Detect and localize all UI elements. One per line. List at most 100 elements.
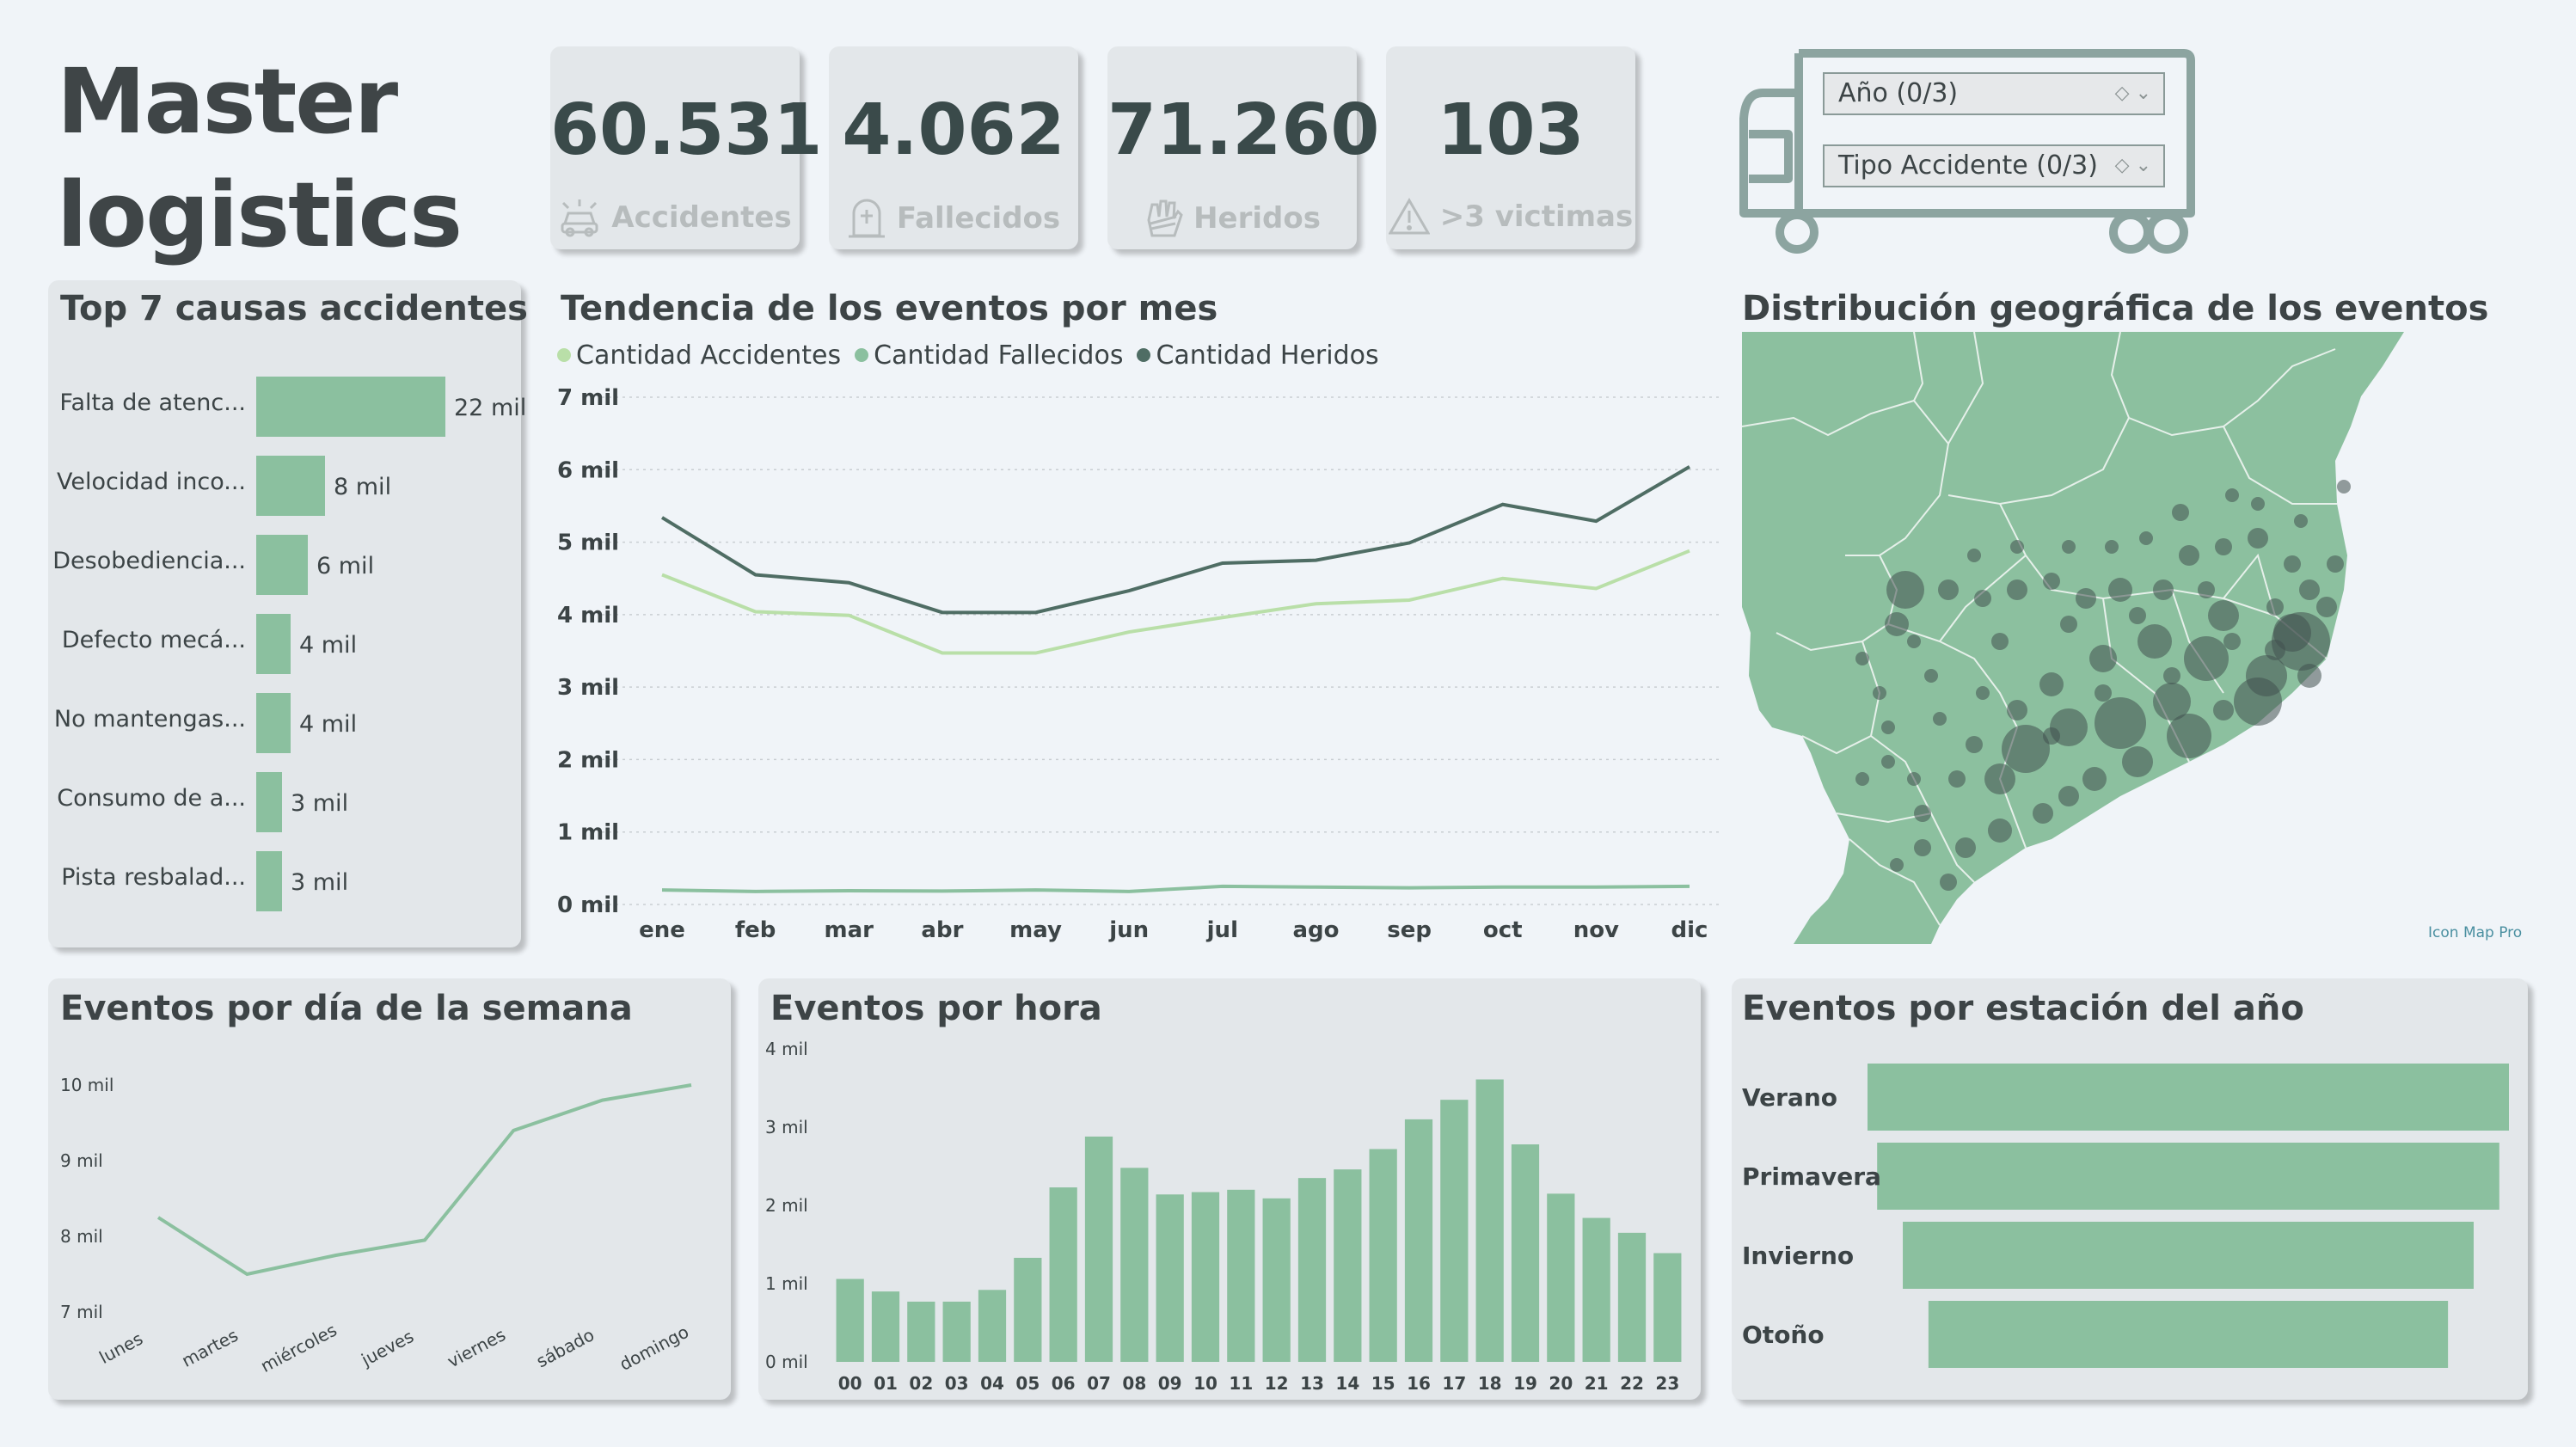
map-bubble[interactable]: [2284, 555, 2301, 573]
map-bubble[interactable]: [2122, 746, 2153, 777]
cause-bar[interactable]: [256, 851, 282, 911]
map-bubble[interactable]: [1907, 772, 1921, 786]
map-bubble[interactable]: [2167, 714, 2211, 758]
map-bubble[interactable]: [2043, 727, 2060, 745]
cause-bar[interactable]: [256, 772, 282, 832]
legend-item-heridos[interactable]: Cantidad Heridos: [1137, 340, 1379, 371]
season-bar[interactable]: [1903, 1222, 2474, 1289]
hour-bar[interactable]: [1262, 1198, 1291, 1362]
hour-bar[interactable]: [1653, 1253, 1682, 1362]
hour-bar[interactable]: [1049, 1187, 1077, 1362]
map-bubble[interactable]: [2060, 616, 2077, 633]
hour-bar[interactable]: [871, 1291, 900, 1362]
hour-bar[interactable]: [1084, 1136, 1113, 1362]
map-bubble[interactable]: [1933, 712, 1947, 726]
hour-bar[interactable]: [907, 1301, 935, 1362]
hour-bar[interactable]: [1014, 1257, 1042, 1362]
map-bubble[interactable]: [2251, 497, 2265, 511]
map-bubble[interactable]: [2002, 725, 2050, 773]
trend-series-line[interactable]: [661, 884, 1690, 893]
eraser-icon[interactable]: ◇: [2114, 155, 2130, 176]
hour-bar[interactable]: [942, 1301, 971, 1362]
hour-bar[interactable]: [978, 1290, 1007, 1362]
map-bubble[interactable]: [2225, 488, 2239, 502]
map-bubble[interactable]: [2223, 633, 2241, 650]
map-bubble[interactable]: [1914, 805, 1931, 822]
map-bubble[interactable]: [2076, 588, 2096, 609]
map-bubble[interactable]: [2272, 612, 2330, 671]
chevron-down-icon[interactable]: ⌄: [2135, 155, 2151, 176]
eraser-icon[interactable]: ◇: [2114, 83, 2130, 104]
map-bubble[interactable]: [1890, 858, 1904, 872]
hour-bar[interactable]: [1582, 1217, 1610, 1362]
cause-bar[interactable]: [256, 614, 291, 674]
season-bar[interactable]: [1877, 1143, 2499, 1210]
map-bubble[interactable]: [2172, 504, 2189, 521]
map-bubble[interactable]: [1967, 549, 1981, 562]
cause-bar[interactable]: [256, 693, 291, 753]
map-bubble[interactable]: [1914, 839, 1931, 856]
map-bubble[interactable]: [2095, 697, 2146, 749]
hour-bar[interactable]: [1475, 1079, 1504, 1362]
map-bubble[interactable]: [1974, 590, 1991, 607]
map-bubble[interactable]: [1907, 635, 1921, 648]
map-bubble[interactable]: [2299, 579, 2320, 600]
map-bubble[interactable]: [2198, 581, 2215, 598]
map-bubble[interactable]: [2058, 786, 2079, 806]
map-bubble[interactable]: [1976, 686, 1990, 700]
map-bubble[interactable]: [1988, 819, 2012, 843]
map-bubble[interactable]: [1881, 720, 1895, 734]
weekday-line[interactable]: [156, 1083, 692, 1277]
map-bubble[interactable]: [2095, 684, 2112, 702]
map-bubble[interactable]: [2265, 640, 2285, 660]
hour-bar[interactable]: [1617, 1232, 1647, 1362]
map-bubble[interactable]: [2327, 555, 2344, 573]
map-bubble[interactable]: [1984, 763, 2015, 794]
chevron-down-icon[interactable]: ⌄: [2135, 83, 2151, 104]
map-bubble[interactable]: [2266, 598, 2284, 616]
map-bubble[interactable]: [2234, 678, 2282, 726]
geo-map[interactable]: [1742, 332, 2516, 944]
season-bar[interactable]: [1868, 1064, 2509, 1131]
map-bubble[interactable]: [2184, 636, 2229, 681]
map-bubble[interactable]: [2208, 600, 2239, 631]
map-bubble[interactable]: [2043, 573, 2060, 590]
map-bubble[interactable]: [1855, 772, 1869, 786]
hour-bar[interactable]: [1369, 1149, 1397, 1362]
map-bubble[interactable]: [2215, 538, 2232, 555]
map-bubble[interactable]: [2337, 480, 2351, 494]
map-bubble[interactable]: [2129, 607, 2146, 624]
map-bubble[interactable]: [2105, 540, 2119, 554]
map-bubble[interactable]: [2294, 514, 2308, 528]
trend-series-line[interactable]: [661, 549, 1690, 655]
map-bubble[interactable]: [1966, 736, 1983, 753]
cause-bar[interactable]: [256, 377, 445, 437]
map-bubble[interactable]: [2082, 767, 2107, 791]
map-bubble[interactable]: [2010, 540, 2024, 554]
accident-type-slicer[interactable]: Tipo Accidente (0/3) ◇ ⌄: [1823, 144, 2165, 187]
map-bubble[interactable]: [1955, 837, 1976, 858]
hour-bar[interactable]: [1334, 1169, 1362, 1362]
map-bubble[interactable]: [1940, 874, 1957, 891]
map-bubble[interactable]: [2039, 672, 2064, 696]
map-bubble[interactable]: [2153, 683, 2191, 720]
map-bubble[interactable]: [2248, 528, 2268, 549]
season-bar[interactable]: [1928, 1301, 2449, 1368]
cause-bar[interactable]: [256, 456, 325, 516]
map-bubble[interactable]: [1948, 770, 1966, 788]
map-bubble[interactable]: [2297, 664, 2321, 688]
map-bubble[interactable]: [2033, 803, 2053, 824]
cause-bar[interactable]: [256, 535, 308, 595]
hour-bar[interactable]: [1227, 1189, 1255, 1362]
hour-bar[interactable]: [1297, 1178, 1327, 1362]
map-bubble[interactable]: [2108, 578, 2132, 602]
map-bubble[interactable]: [1855, 652, 1869, 665]
map-bubble[interactable]: [1924, 669, 1938, 683]
map-bubble[interactable]: [1873, 686, 1886, 700]
hour-bar[interactable]: [1440, 1100, 1469, 1362]
trend-series-line[interactable]: [660, 465, 1691, 615]
map-bubble[interactable]: [1938, 579, 1959, 600]
map-bubble[interactable]: [2007, 700, 2027, 720]
map-bubble[interactable]: [2213, 700, 2234, 720]
hour-bar[interactable]: [1120, 1168, 1149, 1362]
